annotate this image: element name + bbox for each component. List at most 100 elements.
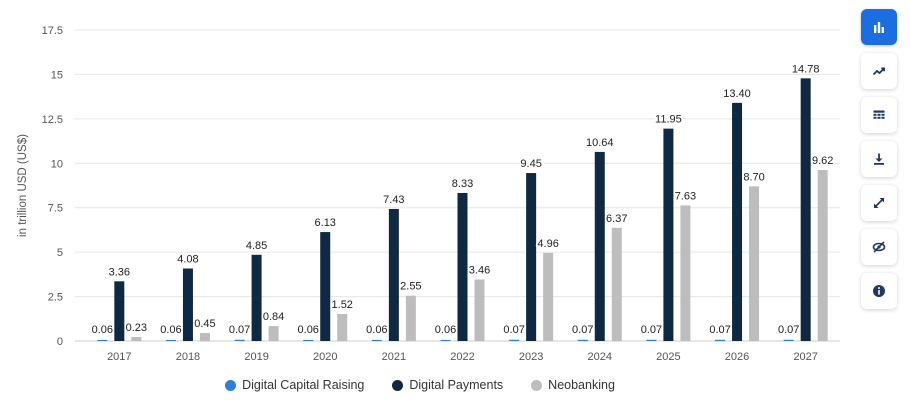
data-label: 3.46 [469,265,490,277]
x-tick-label: 2024 [588,351,612,363]
bar-neobanking [474,279,485,341]
x-tick-label: 2017 [107,351,131,363]
bar-digital-capital-raising [440,339,451,341]
legend-marker [531,379,543,391]
data-label: 14.78 [792,63,820,75]
data-label: 0.06 [366,324,387,336]
x-tick-label: 2023 [519,351,543,363]
legend-label: Digital Payments [409,378,504,392]
bar-neobanking [543,252,554,341]
y-tick-label: 17.5 [42,25,63,37]
legend-marker [225,379,237,391]
download-button[interactable] [861,141,897,177]
y-tick-label: 5 [57,247,63,259]
data-label: 0.07 [572,324,593,336]
bar-digital-capital-raising [646,339,657,341]
y-axis-label: in trillion USD (US$) [17,134,29,237]
bar-digital-payments [320,232,331,341]
bar-digital-payments [182,268,193,341]
x-tick-label: 2022 [450,351,474,363]
data-label: 8.33 [452,178,473,190]
chart-legend: Digital Capital Raising Digital Payments… [0,378,840,392]
data-label: 0.07 [229,324,250,336]
bar-digital-capital-raising [371,339,382,341]
fullscreen-icon [874,198,884,208]
x-tick-label: 2027 [793,351,817,363]
download-icon [874,153,884,165]
data-label: 0.84 [263,311,284,323]
hide-button[interactable] [861,229,897,265]
data-label: 0.07 [641,324,662,336]
y-tick-label: 12.5 [42,114,63,126]
data-label: 9.62 [812,155,833,167]
bar-digital-capital-raising [234,339,245,341]
legend-item-digital-payments[interactable]: Digital Payments [392,378,503,392]
x-tick-label: 2021 [382,351,406,363]
bar-neobanking [817,170,828,341]
data-label: 0.06 [435,324,456,336]
data-label: 2.55 [400,281,421,293]
bar-digital-capital-raising [715,339,726,341]
y-tick-label: 10 [51,158,63,170]
table-icon [873,110,885,119]
data-label: 7.43 [383,194,404,206]
bar-neobanking [268,326,279,341]
bar-neobanking [680,205,691,341]
data-label: 6.37 [606,213,627,225]
data-label: 0.07 [709,324,730,336]
data-label: 0.07 [503,324,524,336]
bar-neobanking [131,336,142,341]
bar-digital-capital-raising [97,339,108,341]
data-label: 0.06 [160,324,181,336]
data-label: 0.07 [778,324,799,336]
data-label: 6.13 [315,217,336,229]
fullscreen-button[interactable] [861,185,897,221]
data-label: 0.23 [126,322,147,334]
y-tick-label: 0 [57,336,63,348]
bar-digital-capital-raising [783,339,794,341]
y-tick-label: 2.5 [48,292,63,304]
data-label: 4.85 [246,240,267,252]
bar-digital-payments [114,281,125,341]
trend-line-icon [872,67,885,76]
bar-digital-capital-raising [165,339,176,341]
bar-digital-payments [663,128,674,341]
data-label: 8.70 [743,171,764,183]
bar-digital-payments [251,254,262,341]
bar-neobanking [199,333,210,341]
x-tick-label: 2020 [313,351,337,363]
legend-item-digital-capital-raising[interactable]: Digital Capital Raising [225,378,364,392]
y-tick-label: 15 [51,69,63,81]
data-label: 4.96 [537,238,558,250]
info-icon [873,285,885,297]
bar-neobanking [405,295,416,341]
bar-digital-payments [457,192,468,341]
x-tick-label: 2026 [725,351,749,363]
bar-neobanking [611,227,622,341]
data-label: 0.06 [92,324,113,336]
bar-neobanking [337,313,348,341]
legend-item-neobanking[interactable]: Neobanking [531,378,615,392]
data-label: 11.95 [655,114,682,126]
data-label: 7.63 [675,190,696,202]
data-label: 1.52 [332,299,353,311]
info-button[interactable] [861,273,897,309]
x-tick-label: 2025 [656,351,680,363]
bar-neobanking [749,186,760,341]
data-label: 10.64 [586,137,614,149]
x-tick-label: 2019 [244,351,268,363]
legend-marker [392,379,404,391]
table-view-button[interactable] [861,97,897,133]
legend-label: Digital Capital Raising [242,378,365,392]
data-label: 3.36 [109,266,130,278]
bar-chart-icon [874,22,884,33]
data-label: 13.40 [723,88,751,100]
x-tick-label: 2018 [176,351,200,363]
chart-toolbar [861,9,897,309]
trend-line-button[interactable] [861,53,897,89]
bar-chart-button[interactable] [861,9,897,45]
bar-digital-payments [594,151,605,341]
bar-digital-capital-raising [509,339,520,341]
bar-digital-payments [388,208,399,341]
